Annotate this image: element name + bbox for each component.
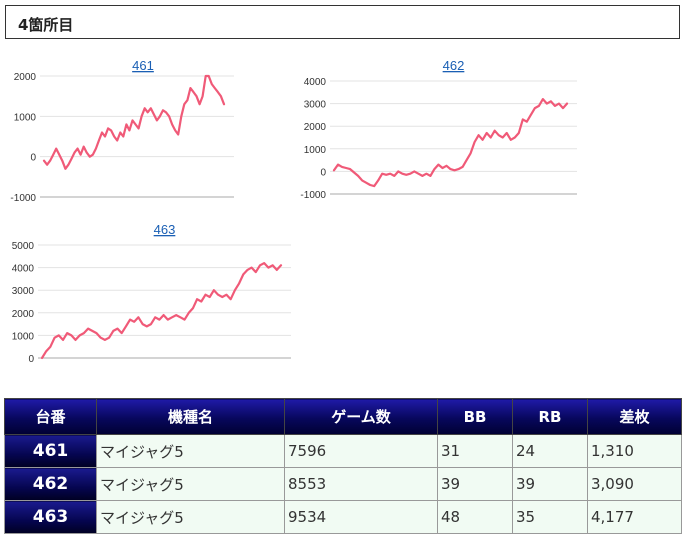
- machine-no-cell: 461: [4, 434, 97, 468]
- y-tick-label: -1000: [10, 193, 36, 204]
- y-tick-label: 0: [28, 354, 34, 365]
- y-tick-label: 3000: [12, 286, 35, 297]
- y-tick-label: 4000: [12, 264, 35, 275]
- y-tick-label: -1000: [300, 190, 326, 201]
- bb-cell: 31: [437, 434, 513, 468]
- machine-name-cell: マイジャグ5: [96, 500, 285, 534]
- bb-cell: 48: [437, 500, 513, 534]
- y-tick-label: 3000: [304, 100, 327, 111]
- rb-cell: 24: [512, 434, 588, 468]
- bb-cell: 39: [437, 467, 513, 501]
- col-header-machine-no: 台番: [4, 398, 97, 435]
- chart-svg: 4000 3000 2000 1000 0 -1000 462: [300, 58, 577, 201]
- col-header-diff: 差枚: [587, 398, 682, 435]
- series-line: [42, 74, 226, 170]
- games-cell: 9534: [284, 500, 438, 534]
- chart-svg: 5000 4000 3000 2000 1000 0 463: [12, 222, 291, 365]
- chart-svg: 2000 1000 0 -1000 461: [10, 58, 234, 204]
- machine-table: 台番 機種名 ゲーム数 BB RB 差枚 461 マイジャグ5 7596 31 …: [4, 398, 682, 534]
- series-line: [332, 97, 569, 188]
- y-tick-label: 5000: [12, 241, 35, 252]
- table-row: 462 マイジャグ5 8553 39 39 3,090: [4, 467, 682, 501]
- y-tick-label: 4000: [304, 77, 327, 88]
- chart-463: 5000 4000 3000 2000 1000 0 463: [0, 218, 295, 368]
- machine-name-cell: マイジャグ5: [96, 434, 285, 468]
- machine-no-cell: 463: [4, 500, 97, 534]
- table-header-row: 台番 機種名 ゲーム数 BB RB 差枚: [4, 398, 682, 435]
- machine-name-cell: マイジャグ5: [96, 467, 285, 501]
- col-header-bb: BB: [437, 398, 513, 435]
- rb-cell: 39: [512, 467, 588, 501]
- y-tick-label: 0: [30, 153, 36, 164]
- section-title: 4箇所目: [18, 16, 74, 34]
- y-tick-label: 2000: [12, 309, 35, 320]
- y-tick-label: 2000: [304, 122, 327, 133]
- chart-title-link[interactable]: 462: [443, 58, 465, 73]
- diff-cell: 1,310: [587, 434, 682, 468]
- games-cell: 8553: [284, 467, 438, 501]
- diff-cell: 3,090: [587, 467, 682, 501]
- table-row: 463 マイジャグ5 9534 48 35 4,177: [4, 500, 682, 534]
- table-row: 461 マイジャグ5 7596 31 24 1,310: [4, 434, 682, 468]
- diff-cell: 4,177: [587, 500, 682, 534]
- y-tick-label: 1000: [14, 112, 37, 123]
- rb-cell: 35: [512, 500, 588, 534]
- y-tick-label: 0: [320, 167, 326, 178]
- chart-title-link[interactable]: 461: [132, 58, 154, 73]
- series-line: [40, 261, 283, 360]
- chart-title-link[interactable]: 463: [154, 222, 176, 237]
- games-cell: 7596: [284, 434, 438, 468]
- chart-462: 4000 3000 2000 1000 0 -1000 462: [290, 54, 585, 204]
- col-header-machine-name: 機種名: [96, 398, 285, 435]
- machine-no-cell: 462: [4, 467, 97, 501]
- col-header-rb: RB: [512, 398, 588, 435]
- y-tick-label: 1000: [12, 331, 35, 342]
- section-header: 4箇所目: [5, 5, 680, 39]
- col-header-games: ゲーム数: [284, 398, 438, 435]
- y-tick-label: 1000: [304, 145, 327, 156]
- y-tick-label: 2000: [14, 72, 37, 83]
- chart-461: 2000 1000 0 -1000 461: [0, 54, 290, 204]
